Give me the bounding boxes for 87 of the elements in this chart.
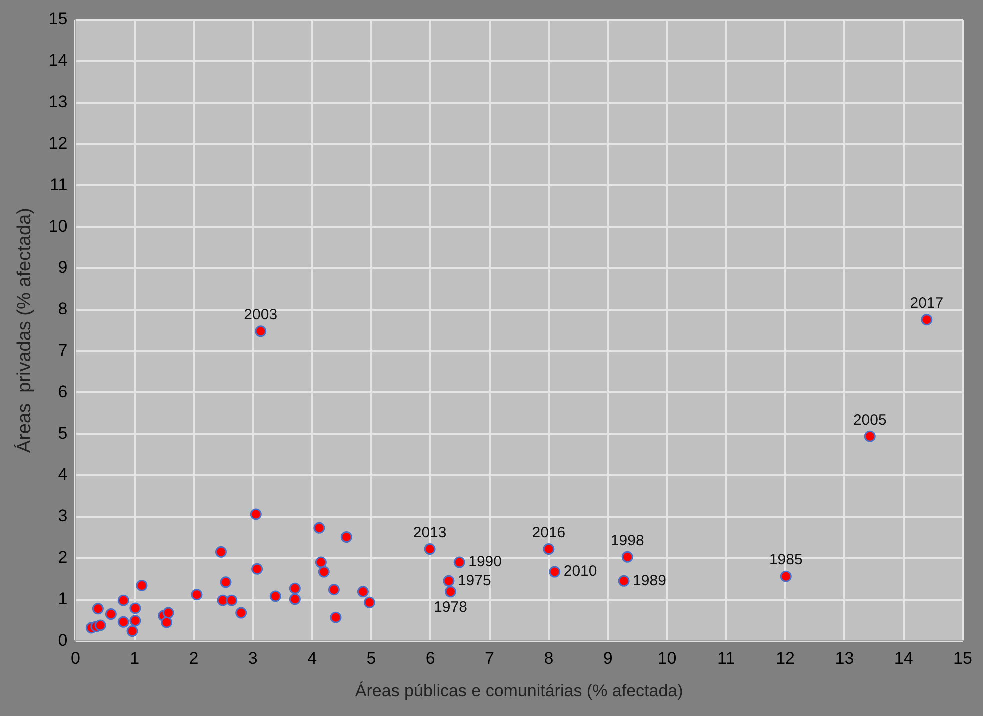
y-tick-label: 9 xyxy=(58,258,68,278)
annotation: 2005 xyxy=(853,412,887,429)
point xyxy=(252,563,264,575)
x-axis-title: Áreas públicas e comunitárias (% afectada) xyxy=(355,681,684,700)
point xyxy=(126,626,138,638)
point xyxy=(270,590,282,602)
point xyxy=(330,612,342,624)
annotation: 1989 xyxy=(633,572,666,590)
y-axis-title: Áreas privadas (% afectada) xyxy=(14,208,36,454)
x-tick-label: 8 xyxy=(544,649,554,668)
point xyxy=(454,556,466,568)
point xyxy=(864,430,876,442)
point xyxy=(328,584,340,596)
y-tick-label: 5 xyxy=(58,424,68,443)
point xyxy=(94,620,106,632)
y-tick-label: 6 xyxy=(58,382,68,402)
point xyxy=(443,575,455,587)
point xyxy=(118,594,130,606)
point xyxy=(162,607,174,619)
point xyxy=(314,522,326,534)
x-tick-label: 2 xyxy=(189,649,199,668)
point xyxy=(289,582,301,594)
x-tick-label: 0 xyxy=(70,649,80,668)
point xyxy=(444,586,456,598)
annotation: 2010 xyxy=(564,563,598,580)
x-tick-label: 5 xyxy=(366,649,376,668)
point xyxy=(220,576,232,588)
x-tick-label: 14 xyxy=(894,649,914,668)
point xyxy=(130,615,142,627)
y-tick-label: 10 xyxy=(48,216,68,236)
point xyxy=(255,326,267,338)
point xyxy=(105,608,117,620)
point xyxy=(161,616,173,628)
point xyxy=(118,616,130,628)
point xyxy=(618,575,630,587)
annotation: 2013 xyxy=(413,524,447,542)
x-tick-label: 6 xyxy=(426,649,436,668)
point xyxy=(315,556,327,568)
x-tick-label: 9 xyxy=(603,649,613,668)
x-tick-label: 3 xyxy=(248,649,258,668)
x-tick-label: 4 xyxy=(308,649,318,668)
point xyxy=(543,544,555,556)
annotation: 1985 xyxy=(769,552,803,569)
point xyxy=(357,586,369,598)
point xyxy=(921,314,933,326)
annotation: 1975 xyxy=(458,572,492,590)
y-tick-label: 3 xyxy=(58,506,68,526)
point xyxy=(250,508,262,520)
y-tick-label: 15 xyxy=(48,10,68,29)
x-tick-label: 15 xyxy=(954,649,972,668)
annotation: 2017 xyxy=(910,294,944,312)
annotation: 1998 xyxy=(610,532,644,550)
point xyxy=(340,532,352,544)
y-tick-label: 2 xyxy=(58,548,68,568)
y-tick-label: 11 xyxy=(50,175,68,194)
point xyxy=(289,594,301,606)
x-tick-label: 10 xyxy=(658,649,677,668)
point xyxy=(191,589,203,601)
y-tick-label: 12 xyxy=(48,134,68,153)
annotation: 2016 xyxy=(532,524,566,542)
point xyxy=(226,594,238,606)
y-tick-label: 14 xyxy=(48,51,68,70)
point xyxy=(549,566,561,578)
point xyxy=(92,603,104,615)
y-tick-label: 4 xyxy=(58,465,68,484)
point xyxy=(318,566,330,578)
x-tick-label: 1 xyxy=(130,649,140,668)
y-tick-label: 0 xyxy=(58,630,68,650)
point xyxy=(215,546,227,558)
annotation: 2003 xyxy=(244,306,278,324)
point xyxy=(236,607,248,619)
x-tick-label: 7 xyxy=(485,649,495,668)
annotation: 1978 xyxy=(434,599,468,616)
y-tick-label: 7 xyxy=(58,340,68,360)
x-tick-label: 12 xyxy=(776,649,796,668)
point xyxy=(622,551,634,563)
point xyxy=(424,544,436,556)
x-tick-label: 11 xyxy=(718,649,736,668)
annotation: 1990 xyxy=(468,554,502,571)
y-tick-label: 1 xyxy=(58,589,68,608)
point xyxy=(136,580,148,592)
point xyxy=(130,602,142,614)
point xyxy=(780,570,792,582)
y-tick-label: 13 xyxy=(48,92,68,112)
x-tick-label: 13 xyxy=(835,649,854,668)
y-tick-label: 8 xyxy=(58,300,68,319)
point xyxy=(364,596,376,608)
